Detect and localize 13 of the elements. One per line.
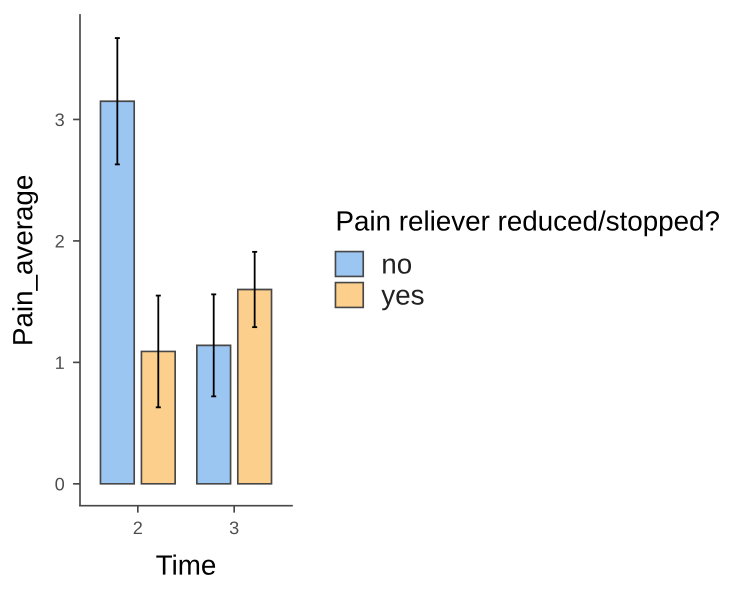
legend-label: yes	[381, 290, 424, 310]
bar	[196, 344, 232, 485]
y-axis-title: Pain_average	[12, 176, 38, 344]
legend-title: Pain reliever reduced/stopped?	[338, 210, 719, 236]
bar	[236, 288, 272, 485]
bar	[140, 350, 176, 485]
y-tick-label: 1	[56, 356, 64, 369]
y-tick-label: 3	[55, 113, 64, 126]
bar	[100, 100, 136, 485]
x-axis-title: Time	[156, 554, 216, 575]
y-tick-label: 2	[56, 234, 64, 248]
y-tick-label: 0	[55, 478, 64, 491]
legend-label: no	[383, 258, 412, 274]
